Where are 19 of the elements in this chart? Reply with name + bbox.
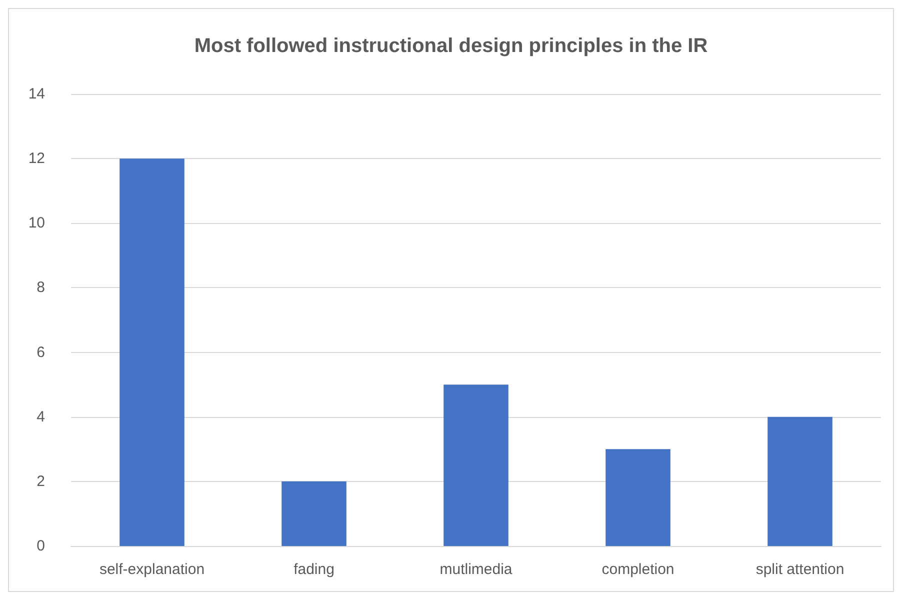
- bar: [606, 449, 670, 546]
- bar: [444, 384, 508, 546]
- bar: [768, 416, 832, 546]
- y-tick-label: 2: [36, 472, 45, 490]
- bar: [282, 481, 346, 546]
- x-tick-label: fading: [294, 561, 334, 578]
- chart-title: Most followed instructional design principles in the IR: [194, 35, 708, 57]
- y-tick-label: 8: [36, 279, 45, 296]
- x-tick-label: completion: [602, 561, 674, 578]
- x-tick-label: self-explanation: [99, 561, 205, 578]
- y-tick-label: 14: [28, 86, 45, 102]
- y-tick-label: 10: [28, 214, 45, 232]
- y-tick-label: 6: [36, 344, 45, 361]
- bar: [120, 158, 184, 546]
- x-tick-label: split attention: [756, 561, 844, 578]
- y-tick-label: 12: [28, 150, 45, 168]
- y-tick-label: 4: [36, 408, 45, 426]
- x-tick-label: mutlimedia: [440, 561, 513, 578]
- y-tick-label: 0: [36, 538, 45, 554]
